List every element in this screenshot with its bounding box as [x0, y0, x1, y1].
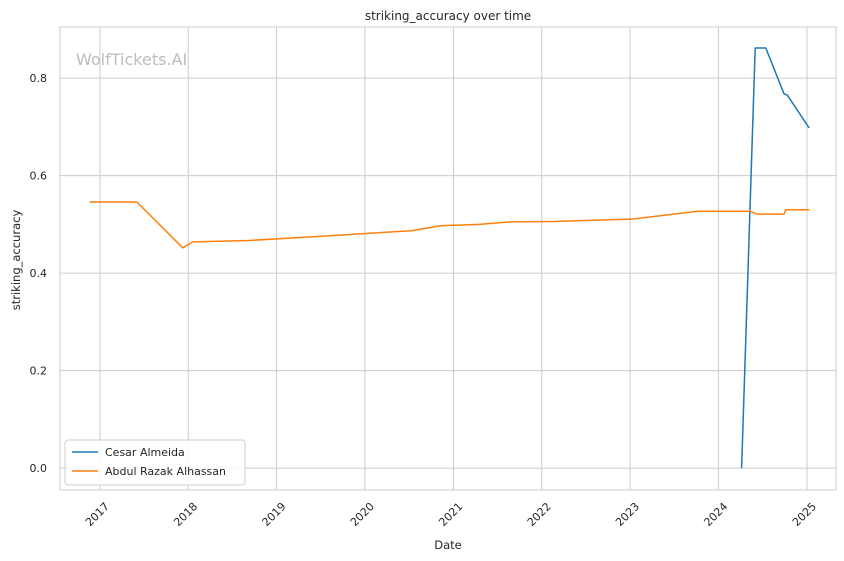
legend-label-abdul-razak-alhassan: Abdul Razak Alhassan	[105, 465, 226, 478]
plot-frame	[59, 26, 837, 491]
y-tick-label: 0.8	[30, 72, 48, 85]
y-axis-ticks: 0.0 0.2 0.4 0.6 0.8	[30, 72, 48, 475]
x-axis-label: Date	[434, 538, 462, 552]
y-tick-label: 0.6	[30, 170, 48, 183]
y-tick-label: 0.0	[30, 462, 48, 475]
grid	[60, 27, 836, 490]
legend-label-cesar-almeida: Cesar Almeida	[105, 446, 185, 459]
watermark: WolfTickets.AI	[76, 50, 187, 69]
y-tick-label: 0.2	[30, 365, 48, 378]
series-line-cesar-almeida	[740, 47, 810, 469]
series-line-abdul-razak-alhassan	[89, 201, 810, 249]
plot-area	[60, 27, 836, 490]
series-lines	[89, 47, 810, 469]
chart-title: striking_accuracy over time	[365, 9, 531, 23]
y-tick-label: 0.4	[30, 267, 48, 280]
legend: Cesar Almeida Abdul Razak Alhassan	[64, 439, 246, 486]
y-axis-label: striking_accuracy	[9, 210, 23, 311]
legend-box	[64, 439, 246, 486]
